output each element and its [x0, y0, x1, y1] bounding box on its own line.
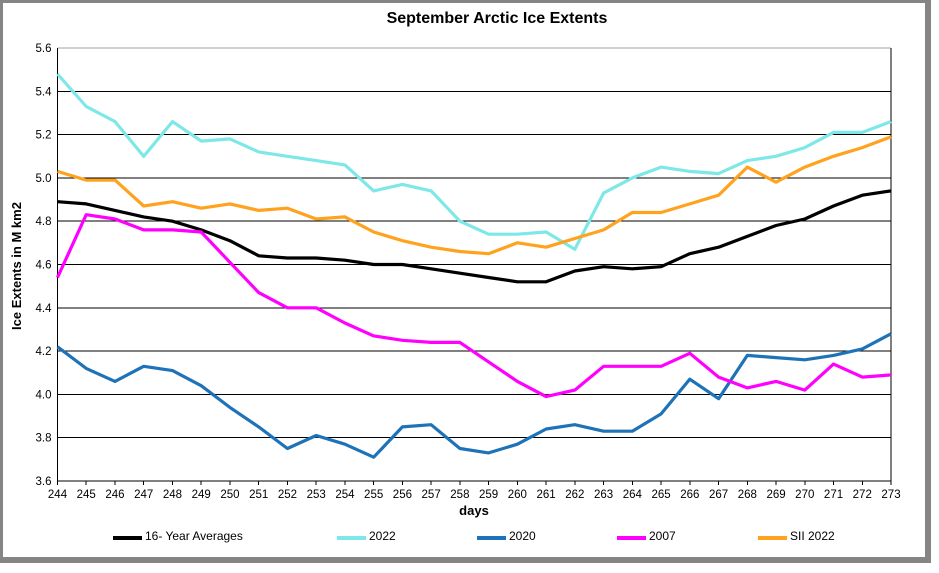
- series-line-2022: [56, 72, 892, 251]
- legend-swatch-2022: [337, 536, 366, 540]
- legend-label-sii-2022: SII 2022: [790, 529, 835, 543]
- x-tick-label: 250: [220, 489, 239, 501]
- series-line-16-year-averages: [57, 189, 892, 284]
- x-axis-title: days: [459, 503, 489, 518]
- x-tick-label: 253: [307, 489, 326, 501]
- x-tick-label: 254: [335, 489, 355, 501]
- x-tick-label: 259: [479, 489, 498, 501]
- x-tick-label: 256: [393, 489, 412, 501]
- x-tick-label: 264: [623, 489, 643, 501]
- x-tick-label: 273: [881, 489, 900, 501]
- x-tick-label: 266: [680, 489, 699, 501]
- legend-label-16-year-averages: 16- Year Averages: [145, 529, 243, 543]
- legend-swatch-sii-2022: [758, 536, 787, 540]
- x-tick-label: 270: [795, 489, 814, 501]
- series-line-sii-2022: [57, 135, 892, 256]
- y-tick-label: 5.6: [36, 43, 52, 55]
- x-tick-label: 267: [709, 489, 728, 501]
- y-tick-label: 4.2: [36, 346, 52, 358]
- x-tick-label: 272: [853, 489, 872, 501]
- x-tick-label: 255: [364, 489, 383, 501]
- legend-label-2007: 2007: [649, 529, 676, 543]
- x-tick-label: 246: [105, 489, 124, 501]
- y-tick-label: 3.8: [36, 433, 52, 445]
- x-tick-label: 252: [278, 489, 297, 501]
- y-tick-label: 4.0: [36, 389, 52, 401]
- x-tick-label: 271: [824, 489, 843, 501]
- series-line-2007: [56, 213, 892, 399]
- frame-border-top: [0, 0, 931, 3]
- frame-border-bottom: [0, 557, 931, 563]
- x-tick-label: 269: [766, 489, 785, 501]
- x-tick-label: 268: [738, 489, 757, 501]
- x-tick-label: 265: [651, 489, 670, 501]
- y-tick-label: 5.4: [36, 86, 53, 98]
- chart-title: September Arctic Ice Extents: [386, 10, 608, 27]
- y-tick-label: 4.4: [36, 303, 53, 315]
- x-tick-label: 244: [48, 489, 68, 501]
- legend-label-2022: 2022: [369, 529, 396, 543]
- x-tick-label: 248: [163, 489, 182, 501]
- x-tick-label: 245: [77, 489, 96, 501]
- x-tick-label: 258: [450, 489, 469, 501]
- y-axis-title: Ice Extents in M km2: [9, 202, 24, 330]
- x-tick-label: 251: [249, 489, 268, 501]
- y-tick-label: 4.6: [36, 260, 52, 272]
- y-tick-label: 4.8: [36, 216, 52, 228]
- y-tick-label: 5.2: [36, 130, 52, 142]
- legend: 16- Year Averages 2022 2020 2007 SII 2022: [0, 528, 931, 548]
- x-tick-label: 260: [508, 489, 527, 501]
- x-tick-label: 249: [192, 489, 211, 501]
- x-tick-label: 257: [422, 489, 441, 501]
- x-tick-label: 261: [537, 489, 556, 501]
- y-tick-label: 5.0: [36, 173, 52, 185]
- x-tick-label: 263: [594, 489, 613, 501]
- x-tick-label: 262: [565, 489, 584, 501]
- series-line-2020: [56, 332, 892, 459]
- y-tick-label: 3.6: [36, 476, 52, 488]
- x-tick-label: 247: [134, 489, 153, 501]
- legend-swatch-2020: [477, 536, 506, 540]
- frame-border-right: [925, 0, 931, 563]
- legend-swatch-2007: [617, 536, 646, 540]
- frame-border-left: [0, 0, 3, 563]
- legend-swatch-16-year-averages: [113, 536, 142, 540]
- legend-label-2020: 2020: [509, 529, 536, 543]
